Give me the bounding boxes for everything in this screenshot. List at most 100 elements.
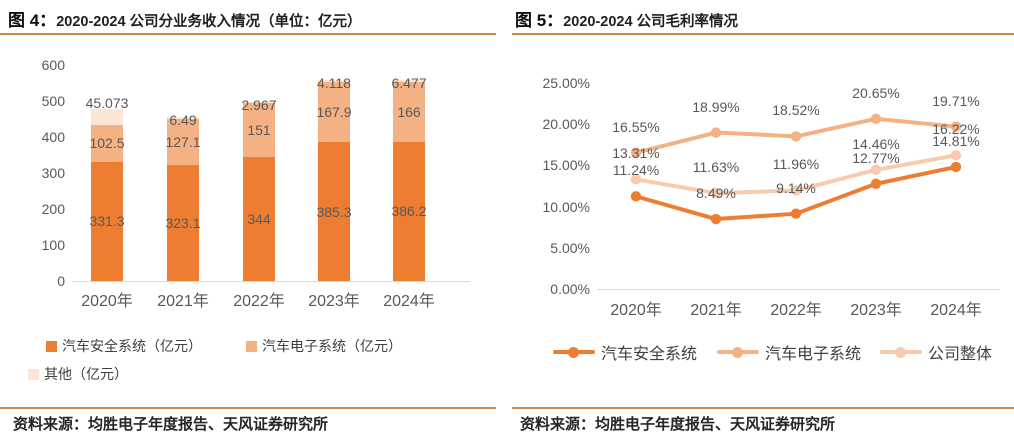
bar-value-label: 151 <box>247 121 271 138</box>
line-point-marker <box>790 185 802 196</box>
legend-label: 汽车安全系统（亿元） <box>62 338 202 354</box>
line-chart-canvas <box>630 113 962 225</box>
bar-segment <box>167 118 199 165</box>
bar-value-label: 45.073 <box>85 94 129 111</box>
y-axis-tick-label: 500 <box>41 93 65 109</box>
bar-segment <box>91 124 123 162</box>
bar-value-label: 167.9 <box>316 104 352 121</box>
bar-value-label: 166 <box>397 104 421 121</box>
x-axis-category-label: 2023年 <box>308 293 360 310</box>
x-axis-category-label: 2024年 <box>383 293 435 310</box>
line-point-marker <box>870 164 882 176</box>
line-value-label: 19.71% <box>932 92 980 109</box>
line-value-label: 11.63% <box>692 159 740 176</box>
figure-4-panel: 图 4：2020-2024 公司分业务收入情况（单位：亿元） 600 500 400… <box>0 6 496 433</box>
figure-5-number: 图 5： <box>515 11 564 30</box>
line-point-marker <box>630 191 642 202</box>
legend-item: 公司整体 <box>880 344 992 363</box>
y-axis-tick-label: 600 <box>41 57 65 73</box>
legend-swatch <box>28 368 39 380</box>
line-point-marker <box>630 147 642 158</box>
line-point-marker <box>870 178 882 189</box>
legend-swatch <box>246 340 257 352</box>
legend-item: 汽车电子系统（亿元） <box>246 338 402 354</box>
bar-value-label: 344 <box>247 211 271 228</box>
bar-value-label: 323.1 <box>165 214 201 231</box>
x-axis-category-label: 2024年 <box>930 302 982 319</box>
line-point-marker <box>710 213 722 225</box>
bar-value-label: 386.2 <box>391 203 427 220</box>
figure-4-title: 图 4：2020-2024 公司分业务收入情况（单位：亿元） <box>8 6 362 31</box>
legend-label: 汽车电子系统 <box>765 346 862 363</box>
figure-5-panel: 图 5：2020-2024 公司毛利率情况 25.00% 20.00% 15.00%… <box>507 0 1014 441</box>
legend-item: 汽车电子系统 <box>717 344 861 363</box>
y-axis-tick-label: 100 <box>41 237 65 253</box>
x-axis-category-label: 2020年 <box>610 302 662 319</box>
line-point-marker <box>790 208 802 219</box>
legend-swatch <box>46 340 57 352</box>
line-value-label: 12.77% <box>852 149 900 166</box>
y-axis-tick-label: 5.00% <box>550 239 590 256</box>
legend-line-marker <box>717 346 759 358</box>
line-point-marker <box>710 187 722 199</box>
line-value-label: 16.55% <box>612 118 660 135</box>
x-axis-category-label: 2020年 <box>81 293 133 310</box>
figure-4-number: 图 4： <box>8 11 57 30</box>
legend-label: 汽车电子系统（亿元） <box>262 338 402 354</box>
line-value-label: 20.65% <box>852 84 900 101</box>
bar-value-label: 4.118 <box>317 75 351 92</box>
legend-item: 汽车安全系统（亿元） <box>46 338 202 354</box>
legend-dot <box>732 346 743 358</box>
x-axis-line <box>72 281 470 282</box>
bar-value-label: 127.1 <box>165 133 201 150</box>
bar-value-label: 102.5 <box>89 135 125 152</box>
bar-segment <box>318 142 350 281</box>
line-point-marker <box>630 174 642 185</box>
x-axis-category-label: 2023年 <box>850 302 902 319</box>
bar-segment <box>91 161 123 281</box>
bar-value-label: 6.477 <box>391 74 427 91</box>
legend-label: 汽车安全系统 <box>601 346 698 363</box>
y-axis-tick-label: 25.00% <box>542 75 590 91</box>
line-value-label: 16.22% <box>932 121 980 138</box>
bar-value-label: 331.3 <box>89 213 125 230</box>
legend-label: 公司整体 <box>928 346 993 363</box>
line-value-label: 18.99% <box>692 98 740 115</box>
y-axis-tick-label: 0.00% <box>550 281 590 297</box>
figure-5-caption: 2020-2024 公司毛利率情况 <box>563 14 739 30</box>
bar-segment <box>167 116 199 119</box>
line-value-label: 11.24% <box>612 162 660 179</box>
y-axis-tick-label: 200 <box>41 201 65 217</box>
line-point-marker <box>710 127 722 138</box>
line-point-marker <box>790 131 802 142</box>
figure-5-title: 图 5：2020-2024 公司毛利率情况 <box>515 6 738 31</box>
line-value-label: 14.46% <box>852 135 900 152</box>
x-axis-category-label: 2022年 <box>770 302 822 319</box>
bar-segment <box>243 102 275 158</box>
y-axis-tick-label: 0 <box>57 273 65 289</box>
y-axis-tick-label: 15.00% <box>542 157 590 174</box>
bar-segment <box>393 79 425 83</box>
bar-value-label: 2.967 <box>241 96 277 113</box>
bar-segment <box>243 157 275 281</box>
x-axis-category-label: 2021年 <box>690 302 742 319</box>
line-value-label: 9.14% <box>776 179 816 196</box>
line-point-marker <box>950 161 962 173</box>
bar-segment <box>243 101 275 103</box>
legend-line-marker <box>880 346 922 358</box>
bar-segment <box>91 108 123 125</box>
line-value-label: 14.81% <box>932 132 980 149</box>
y-axis-tick-label: 20.00% <box>542 116 590 133</box>
y-axis-tick-label: 400 <box>41 129 65 145</box>
figure-5-title-rule <box>512 33 1014 35</box>
line-point-marker <box>950 121 962 132</box>
figure-4-footer-rule <box>0 407 496 409</box>
bar-segment <box>318 80 350 82</box>
legend-dot <box>568 346 579 358</box>
x-axis-category-label: 2021年 <box>157 293 209 310</box>
line-value-label: 11.96% <box>772 156 820 173</box>
bar-value-label: 6.49 <box>169 111 197 128</box>
bar-segment <box>393 82 425 142</box>
x-axis-category-label: 2022年 <box>233 293 285 310</box>
